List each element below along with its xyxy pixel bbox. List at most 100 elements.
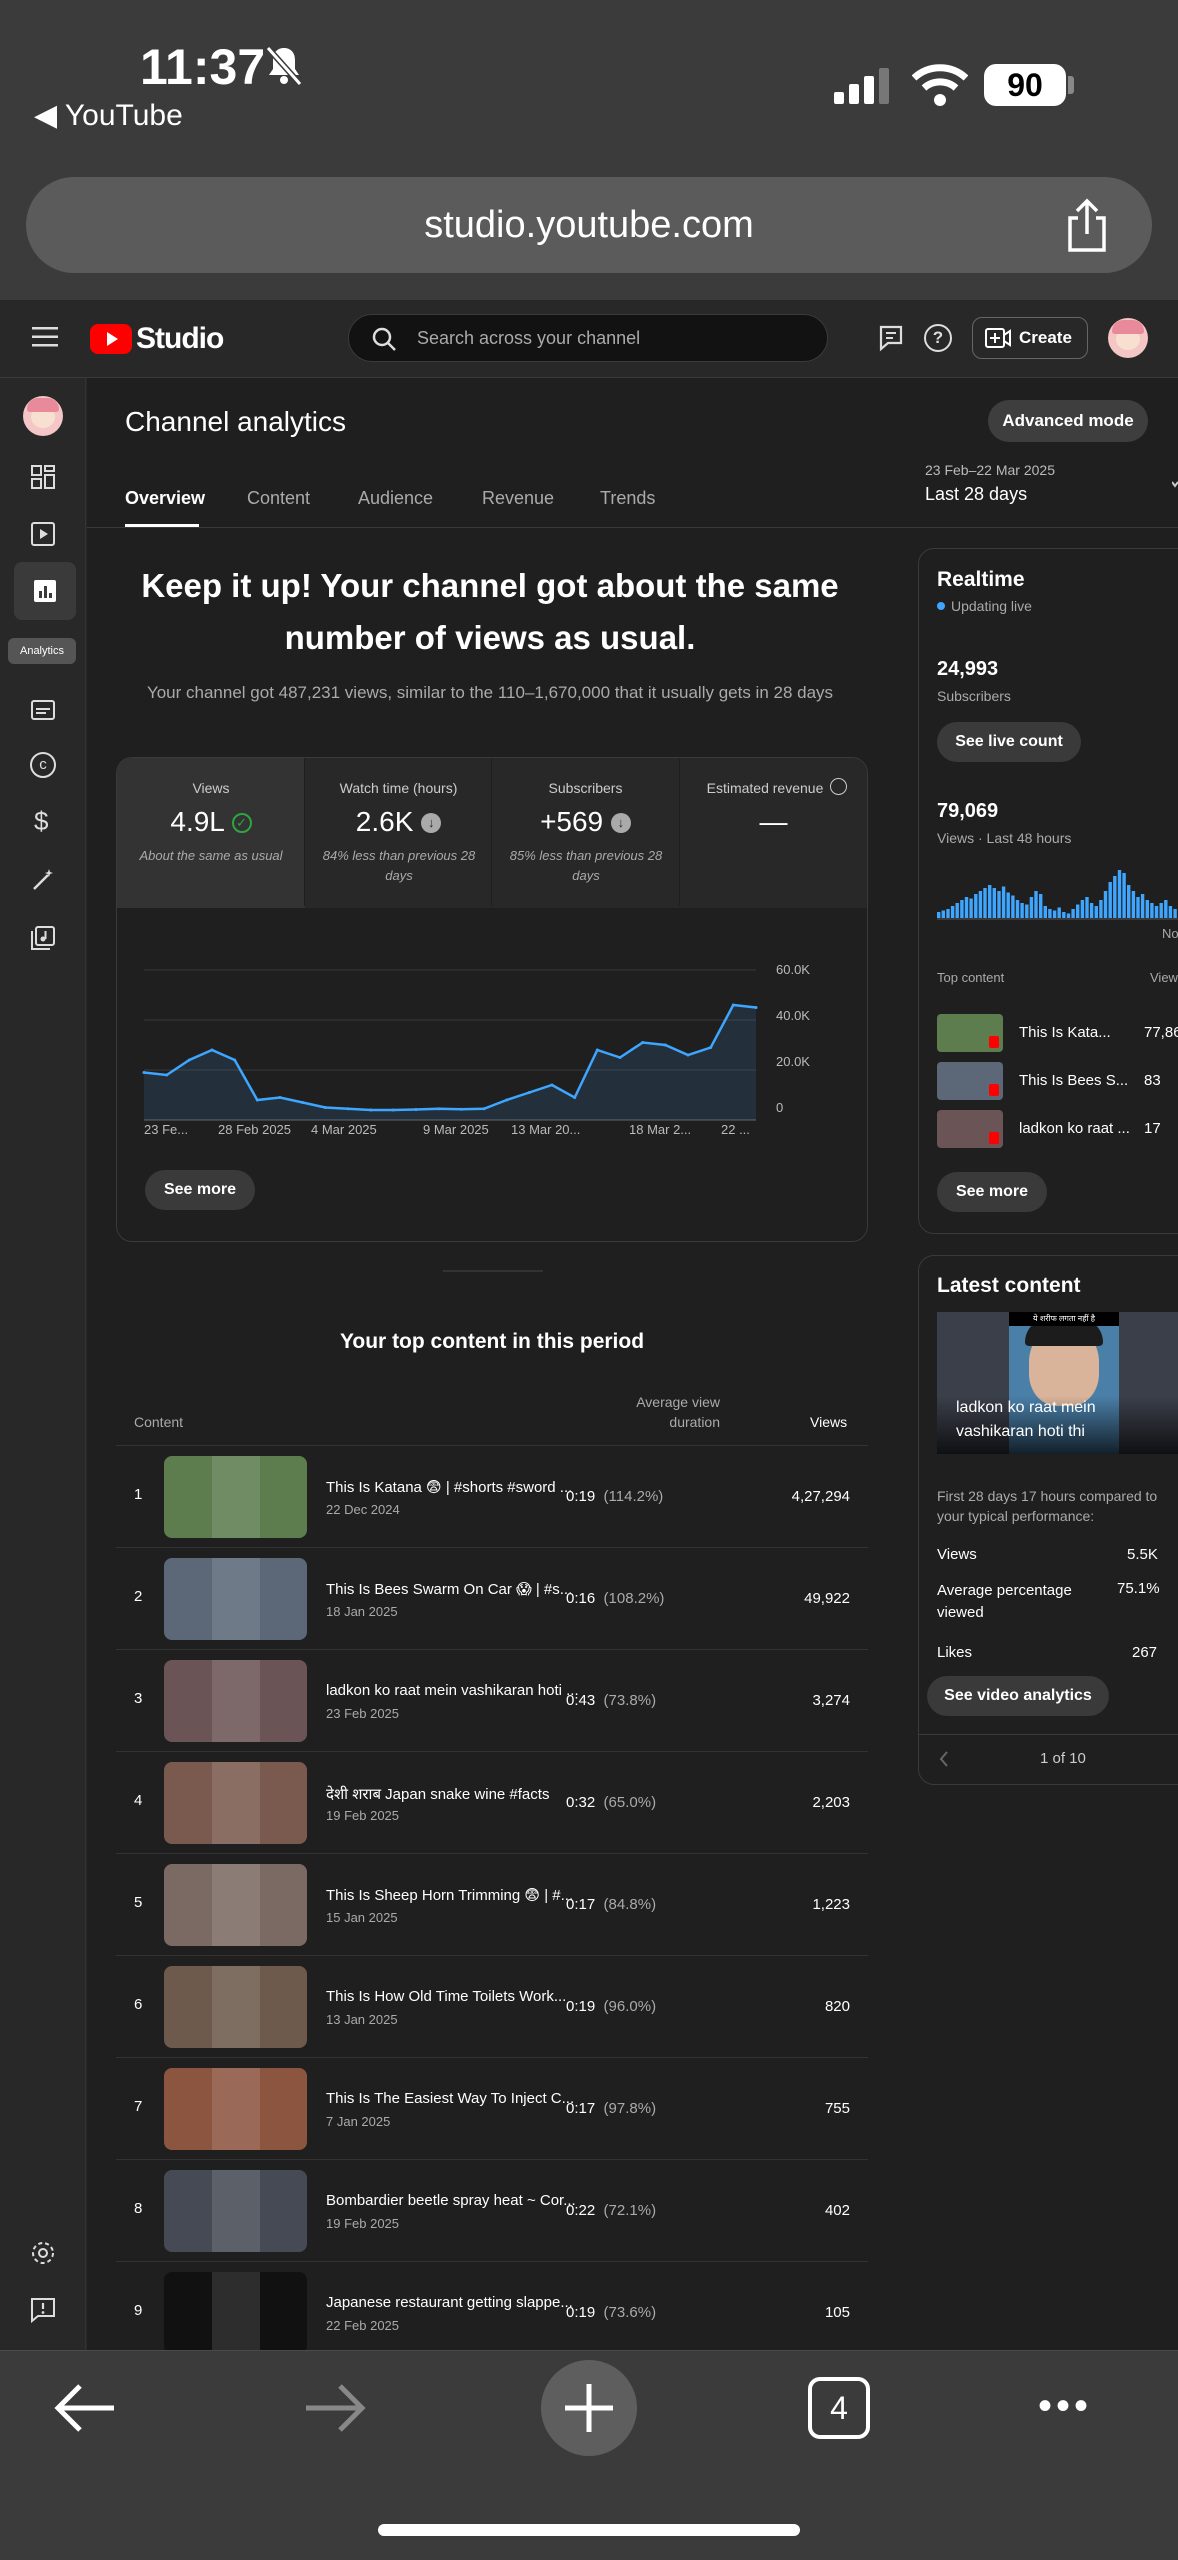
realtime-item-thumbnail[interactable]	[937, 1014, 1003, 1052]
row-title[interactable]: ladkon ko raat mein vashikaran hoti ...	[326, 1682, 579, 1699]
back-arrow-icon[interactable]	[52, 2380, 116, 2436]
copyright-icon[interactable]: c	[30, 752, 56, 778]
row-avd: 0:16 (108.2%)	[566, 1590, 664, 1607]
check-circle-icon: ✓	[231, 813, 252, 833]
date-dropdown-chevron-icon[interactable]	[1172, 480, 1178, 490]
row-thumbnail[interactable]	[164, 1864, 307, 1946]
tab-content[interactable]: Content	[247, 488, 311, 508]
row-title[interactable]: देशी शराब Japan snake wine #facts	[326, 1786, 550, 1803]
tab-revenue[interactable]: Revenue	[482, 488, 555, 508]
realtime-item-title[interactable]: ladkon ko raat ...	[1019, 1120, 1130, 1137]
table-row[interactable]: 6 This Is How Old Time Toilets Work... 13 …	[116, 1955, 868, 2057]
table-row[interactable]: 3 ladkon ko raat mein vashikaran hoti ...…	[116, 1649, 868, 1751]
table-row[interactable]: 5 This Is Sheep Horn Trimming 😨 | #... 15 …	[116, 1853, 868, 1955]
metric-watch-time[interactable]: Watch time (hours) 2.6K ↓ 84% less than …	[304, 758, 492, 906]
feedback-messages-icon[interactable]	[878, 324, 904, 352]
customisation-wand-icon[interactable]	[31, 868, 55, 892]
metric-estimated-revenue[interactable]: Estimated revenue —	[679, 758, 867, 906]
realtime-item-thumbnail[interactable]	[937, 1062, 1003, 1100]
row-thumbnail[interactable]	[164, 1558, 307, 1640]
advanced-mode-button[interactable]: Advanced mode	[988, 400, 1148, 442]
menu-icon[interactable]	[32, 326, 58, 348]
earn-dollar-icon[interactable]: $	[34, 806, 49, 836]
account-avatar[interactable]	[1108, 318, 1148, 358]
dashboard-icon[interactable]	[31, 465, 55, 489]
row-avd-time: 0:17	[566, 2100, 596, 2117]
table-row[interactable]: 1 This Is Katana 😨 | #shorts #sword ... 22…	[116, 1445, 868, 1547]
see-live-count-button[interactable]: See live count	[937, 722, 1081, 762]
y-tick-label: 20.0K	[776, 1054, 810, 1069]
table-row[interactable]: 9 Japanese restaurant getting slappe... 22…	[116, 2261, 868, 2363]
battery-tip	[1068, 76, 1074, 94]
realtime-updating: Updating live	[937, 598, 1032, 614]
chart-point	[550, 1083, 554, 1087]
tabs-button[interactable]: 4	[808, 2377, 870, 2439]
tab-overview[interactable]: Overview	[125, 488, 206, 508]
realtime-see-more-button[interactable]: See more	[937, 1172, 1047, 1212]
tabs-divider	[87, 527, 1178, 528]
y-tick-label: 60.0K	[776, 962, 810, 977]
forward-arrow-icon[interactable]	[304, 2380, 368, 2436]
settings-gear-icon[interactable]	[30, 2240, 56, 2266]
realtime-views-col-label: View	[1150, 970, 1178, 985]
previous-chevron-icon[interactable]	[938, 1750, 950, 1768]
metric-views[interactable]: Views 4.9L ✓ About the same as usual	[117, 758, 305, 906]
subtitles-icon[interactable]	[31, 700, 55, 720]
x-tick-label: 13 Mar 20...	[511, 1122, 581, 1137]
row-thumbnail[interactable]	[164, 1456, 307, 1538]
row-thumbnail[interactable]	[164, 1660, 307, 1742]
row-title[interactable]: This Is Bees Swarm On Car 😱 | #s...	[326, 1581, 573, 1598]
create-button[interactable]: Create	[972, 317, 1088, 359]
row-title[interactable]: Bombardier beetle spray heat ~ Cor...	[326, 2192, 576, 2209]
metric-subscribers[interactable]: Subscribers +569 ↓ 85% less than previou…	[491, 758, 679, 906]
realtime-bar	[1006, 892, 1010, 918]
tab-trends[interactable]: Trends	[600, 488, 656, 508]
chart-point	[482, 1107, 486, 1111]
studio-logo[interactable]: Studio	[90, 319, 224, 359]
realtime-item-title[interactable]: This Is Kata...	[1019, 1024, 1111, 1041]
row-title[interactable]: This Is Katana 😨 | #shorts #sword ...	[326, 1479, 573, 1496]
send-feedback-icon[interactable]	[30, 2297, 56, 2323]
row-title[interactable]: This Is Sheep Horn Trimming 😨 | #...	[326, 1887, 574, 1904]
row-title[interactable]: Japanese restaurant getting slappe...	[326, 2294, 573, 2311]
back-to-app-link[interactable]: ◀ YouTube	[34, 99, 183, 132]
tab-audience[interactable]: Audience	[358, 488, 434, 508]
search-input[interactable]: Search across your channel	[348, 314, 828, 362]
latest-video-thumbnail[interactable]: ये शरीफ लगता नहीं है ladkon ko raat mein…	[937, 1312, 1178, 1454]
date-range-label[interactable]: Last 28 days	[925, 484, 1028, 504]
overview-see-more-button[interactable]: See more	[145, 1170, 255, 1210]
row-thumbnail[interactable]	[164, 2068, 307, 2150]
table-row[interactable]: 2 This Is Bees Swarm On Car 😱 | #s... 18 J…	[116, 1547, 868, 1649]
row-thumbnail[interactable]	[164, 1966, 307, 2048]
x-tick-label: 28 Feb 2025	[218, 1122, 292, 1137]
realtime-bar	[1140, 894, 1145, 918]
table-row[interactable]: 8 Bombardier beetle spray heat ~ Cor... 19…	[116, 2159, 868, 2261]
row-title[interactable]: This Is How Old Time Toilets Work...	[326, 1988, 567, 2005]
y-tick-label: 0	[776, 1100, 784, 1115]
realtime-bar	[1094, 906, 1098, 918]
address-bar[interactable]: studio.youtube.com	[26, 177, 1152, 273]
table-row[interactable]: 4 देशी शराब Japan snake wine #facts 19 Feb…	[116, 1751, 868, 1853]
content-icon[interactable]	[31, 522, 55, 546]
realtime-bar	[997, 891, 1001, 918]
audio-library-icon[interactable]	[31, 926, 55, 950]
row-thumbnail[interactable]	[164, 1762, 307, 1844]
more-menu-icon[interactable]: •••	[1038, 2384, 1093, 2428]
chart-point	[663, 1043, 667, 1047]
new-tab-button[interactable]	[541, 2360, 637, 2456]
chart-point	[618, 1056, 622, 1059]
help-icon[interactable]: ?	[924, 324, 952, 352]
analytics-nav-item[interactable]	[14, 562, 76, 620]
realtime-bar	[1039, 894, 1043, 918]
row-thumbnail[interactable]	[164, 2272, 307, 2354]
share-icon[interactable]	[1062, 198, 1112, 254]
realtime-bar	[1057, 907, 1061, 918]
table-row[interactable]: 7 This Is The Easiest Way To Inject C... 7…	[116, 2057, 868, 2159]
row-thumbnail[interactable]	[164, 2170, 307, 2252]
channel-avatar[interactable]	[23, 396, 63, 436]
see-video-analytics-button[interactable]: See video analytics	[927, 1676, 1109, 1716]
realtime-item-title[interactable]: This Is Bees S...	[1019, 1072, 1129, 1089]
row-title[interactable]: This Is The Easiest Way To Inject C...	[326, 2090, 575, 2107]
realtime-item-thumbnail[interactable]	[937, 1110, 1003, 1148]
chart-point	[709, 1046, 713, 1049]
